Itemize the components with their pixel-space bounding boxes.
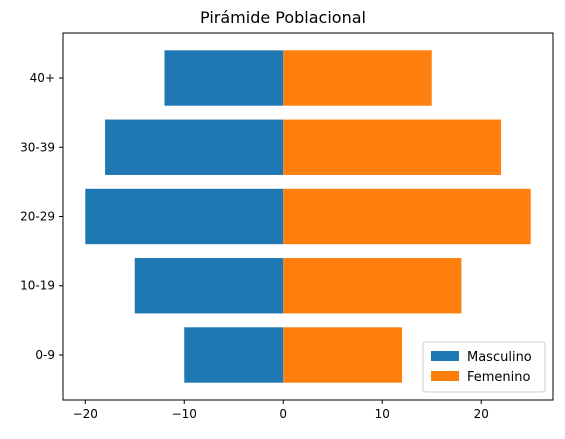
- bar-masculino-40+: [164, 50, 284, 106]
- x-tick-label: 0: [279, 407, 287, 421]
- y-tick-label: 0-9: [35, 348, 55, 362]
- chart-title: Pirámide Poblacional: [200, 8, 366, 27]
- legend-label-masculino: Masculino: [467, 350, 532, 365]
- x-tick-label: −10: [172, 407, 197, 421]
- bar-masculino-20-29: [85, 188, 284, 245]
- bars-layer: [85, 50, 531, 383]
- y-tick-label: 30-39: [20, 140, 55, 154]
- axes-layer: −20 −10 0 10 20 0-9 10-19 20-29 30-39 40+: [20, 32, 554, 421]
- bar-femenino-0-9: [283, 327, 403, 383]
- x-tick-label: 20: [474, 407, 489, 421]
- bar-femenino-30-39: [283, 119, 502, 175]
- y-tick-label: 10-19: [20, 279, 55, 293]
- bar-femenino-20-29: [283, 188, 531, 245]
- x-tick-label: 10: [375, 407, 390, 421]
- bar-femenino-40+: [283, 50, 432, 106]
- legend-swatch-masculino: [431, 351, 459, 361]
- legend-swatch-femenino: [431, 371, 459, 381]
- bar-masculino-0-9: [184, 327, 284, 383]
- bar-masculino-30-39: [105, 119, 284, 175]
- legend: Masculino Femenino: [422, 341, 546, 393]
- x-tick-label: −20: [73, 407, 98, 421]
- y-tick-label: 40+: [30, 71, 55, 85]
- legend-label-femenino: Femenino: [467, 370, 531, 385]
- bar-femenino-10-19: [283, 258, 462, 314]
- y-tick-label: 20-29: [20, 210, 55, 224]
- bar-masculino-10-19: [134, 258, 284, 314]
